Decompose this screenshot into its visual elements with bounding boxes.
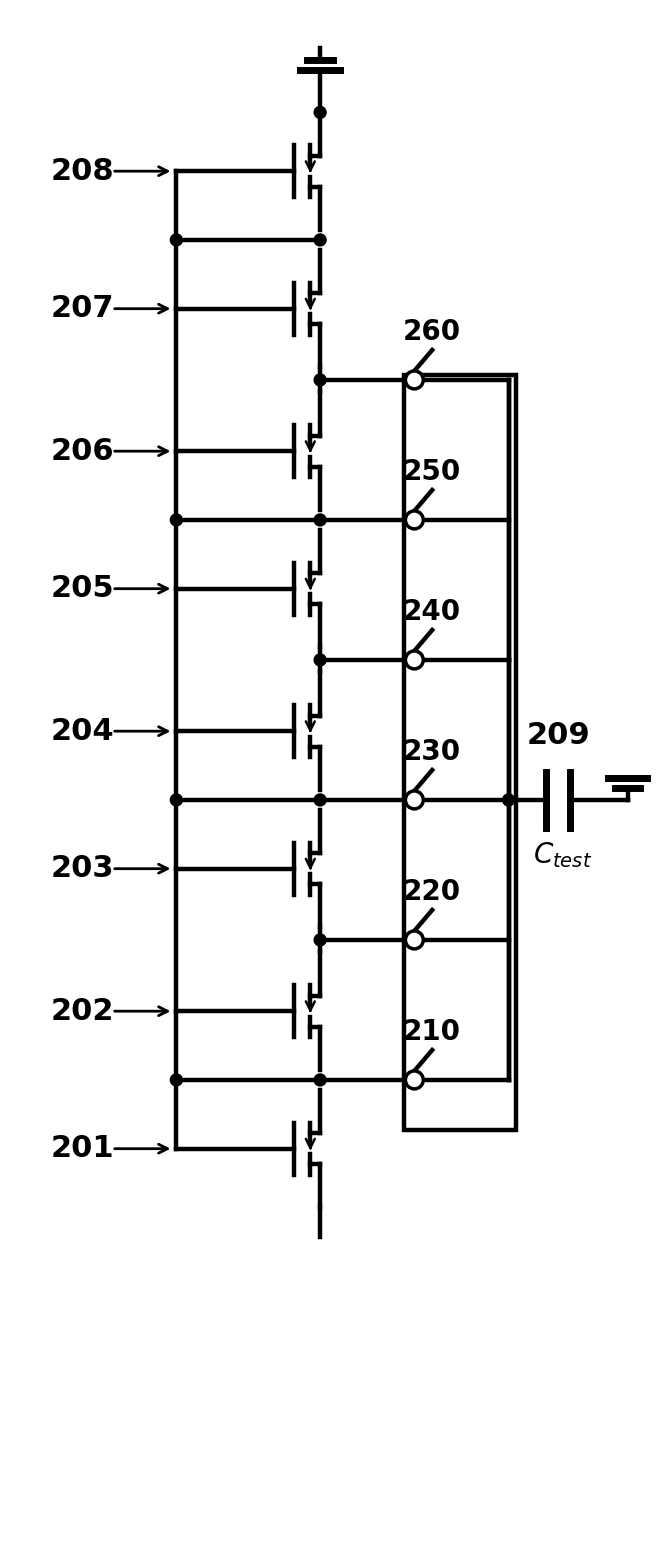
Text: 230: 230 bbox=[403, 738, 461, 766]
Text: 204: 204 bbox=[50, 717, 114, 746]
Circle shape bbox=[314, 374, 326, 386]
Text: 260: 260 bbox=[403, 319, 461, 345]
Text: 205: 205 bbox=[50, 574, 114, 603]
Text: 203: 203 bbox=[50, 855, 114, 883]
Text: 210: 210 bbox=[403, 1018, 461, 1046]
Text: $C_{test}$: $C_{test}$ bbox=[533, 839, 593, 869]
Text: 207: 207 bbox=[50, 294, 114, 324]
Circle shape bbox=[314, 653, 326, 666]
Circle shape bbox=[405, 932, 423, 949]
Bar bbox=[405, 375, 517, 1130]
Circle shape bbox=[170, 794, 182, 807]
Circle shape bbox=[405, 511, 423, 528]
Text: 250: 250 bbox=[403, 458, 462, 486]
Circle shape bbox=[170, 1074, 182, 1086]
Text: 208: 208 bbox=[50, 156, 114, 186]
Circle shape bbox=[314, 935, 326, 946]
Text: 209: 209 bbox=[526, 721, 590, 750]
Circle shape bbox=[314, 794, 326, 807]
Circle shape bbox=[405, 791, 423, 810]
Text: 206: 206 bbox=[50, 436, 114, 466]
Text: 202: 202 bbox=[50, 997, 114, 1025]
Circle shape bbox=[314, 234, 326, 245]
Circle shape bbox=[314, 106, 326, 119]
Circle shape bbox=[314, 1074, 326, 1086]
Circle shape bbox=[405, 650, 423, 669]
Circle shape bbox=[502, 794, 515, 807]
Text: 240: 240 bbox=[403, 599, 461, 627]
Circle shape bbox=[405, 1071, 423, 1089]
Circle shape bbox=[170, 234, 182, 245]
Text: 201: 201 bbox=[50, 1135, 114, 1163]
Circle shape bbox=[405, 370, 423, 389]
Circle shape bbox=[314, 514, 326, 525]
Text: 220: 220 bbox=[403, 878, 461, 907]
Circle shape bbox=[170, 514, 182, 525]
